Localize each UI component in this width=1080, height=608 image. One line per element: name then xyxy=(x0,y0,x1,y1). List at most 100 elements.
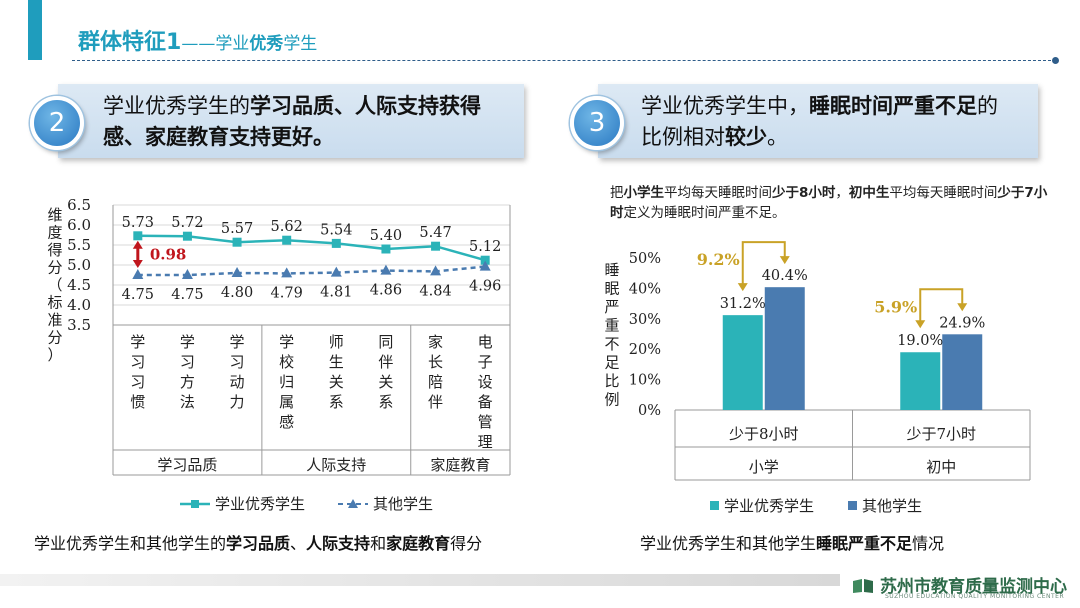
y-axis-label: 重 xyxy=(604,317,619,335)
data-label: 5.62 xyxy=(271,219,303,235)
x-category-label: 师 xyxy=(329,333,344,351)
dimension-score-line-chart: 6.56.05.55.04.54.03.5维度得分（标准分）学习习惯学习方法学习… xyxy=(47,196,511,513)
right-finding-text: 学业优秀学生中，睡眠时间严重不足的 比例相对较少。 xyxy=(641,94,998,149)
x-category-label: 少于8小时 xyxy=(729,425,799,443)
x-category-label: 备 xyxy=(478,393,493,411)
data-label: 4.96 xyxy=(469,279,501,295)
right-chart-caption: 学业优秀学生和其他学生睡眠严重不足情况 xyxy=(640,534,945,553)
x-category-label: 学 xyxy=(279,333,294,351)
y-tick-label: 20% xyxy=(629,342,661,358)
y-axis-label: 度 xyxy=(47,224,62,242)
title-subtitle: ——学业优秀学生 xyxy=(181,34,318,54)
chart-legend: 学业优秀学生 其他学生 xyxy=(710,497,922,515)
data-label: 19.0% xyxy=(897,333,943,349)
x-category-label: 法 xyxy=(180,393,195,411)
data-label: 4.80 xyxy=(221,285,253,301)
y-axis-label: 不 xyxy=(604,335,619,353)
footer-bar xyxy=(0,574,840,586)
data-label: 5.73 xyxy=(122,215,154,231)
footer-english: SUZHOU EDUCATION QUALITY MONITORING CENT… xyxy=(885,593,1065,600)
data-label: 4.75 xyxy=(122,287,154,303)
group-label: 小学 xyxy=(749,458,779,476)
legend-label: 其他学生 xyxy=(862,497,922,515)
y-axis-label: 维 xyxy=(47,206,62,224)
left-chart-caption: 学业优秀学生和其他学生的学习品质、人际支持和家庭教育得分 xyxy=(34,534,483,553)
data-point xyxy=(132,269,144,279)
series-line xyxy=(137,265,486,277)
difference-label: 9.2% xyxy=(697,250,740,269)
book-icon xyxy=(852,578,874,594)
x-category-label: 关 xyxy=(378,373,393,391)
difference-arrowhead xyxy=(779,256,790,265)
y-axis-label: 分 xyxy=(47,329,62,347)
title-divider xyxy=(72,60,1056,61)
data-point xyxy=(133,231,143,241)
x-category-label: 理 xyxy=(478,433,493,451)
difference-arrowhead xyxy=(737,283,748,292)
legend-marker xyxy=(710,501,719,510)
x-category-label: 子 xyxy=(478,353,493,371)
footer-logo-text: 苏州市教育质量监测中心 xyxy=(880,577,1067,597)
data-label: 24.9% xyxy=(939,315,985,331)
x-category-label: 家 xyxy=(428,333,443,351)
definition-note: 把小学生平均每天睡眠时间少于8小时，初中生平均每天睡眠时间少于7小时定义为睡眠时… xyxy=(610,185,1048,221)
legend-label: 其他学生 xyxy=(373,495,433,513)
x-category-label: 习 xyxy=(230,353,245,371)
legend-label: 学业优秀学生 xyxy=(724,497,814,515)
data-point xyxy=(381,244,391,254)
y-axis-label: 分 xyxy=(47,259,62,277)
legend-marker xyxy=(848,501,857,510)
data-point xyxy=(281,267,293,278)
difference-label: 5.9% xyxy=(874,297,917,316)
page-title: 群体特征1——学业优秀学生 xyxy=(78,24,317,56)
difference-arrowhead xyxy=(957,303,968,312)
y-tick-label: 0% xyxy=(638,403,661,419)
y-axis-label: （ xyxy=(47,276,62,294)
difference-arrowhead xyxy=(915,320,926,329)
data-label: 31.2% xyxy=(720,296,766,312)
difference-label: 0.98 xyxy=(150,245,187,263)
x-category-label: 习 xyxy=(130,353,145,371)
y-axis-label: 眠 xyxy=(604,280,619,298)
x-category-label: 设 xyxy=(478,373,493,391)
finding-number-3: 3 xyxy=(570,96,624,150)
x-category-label: 归 xyxy=(279,373,294,391)
legend-marker xyxy=(191,500,199,508)
x-category-label: 习 xyxy=(130,373,145,391)
difference-arrowhead xyxy=(132,240,143,249)
data-label: 4.81 xyxy=(320,285,352,301)
y-axis-label: 比 xyxy=(604,372,619,390)
y-tick-label: 6.5 xyxy=(67,196,91,214)
x-category-label: 系 xyxy=(378,393,393,411)
y-axis-label: 准 xyxy=(47,311,62,329)
left-finding-banner xyxy=(58,84,524,158)
finding-number-2: 2 xyxy=(30,96,84,150)
x-category-label: 同 xyxy=(378,333,393,351)
x-category-label: 少于7小时 xyxy=(906,425,976,443)
y-axis-label: 足 xyxy=(604,354,619,372)
bar xyxy=(722,315,763,410)
x-category-label: 校 xyxy=(279,353,294,371)
x-category-label: 管 xyxy=(478,413,493,431)
x-category-label: 系 xyxy=(329,393,344,411)
x-category-label: 动 xyxy=(230,373,245,391)
title-main: 群体特征1 xyxy=(78,30,182,55)
data-point xyxy=(282,235,292,245)
data-label: 4.84 xyxy=(419,283,451,299)
x-category-label: 学 xyxy=(130,333,145,351)
y-axis-label: 得 xyxy=(47,241,62,259)
series-line xyxy=(137,234,486,262)
bar xyxy=(900,352,941,410)
left-finding-text: 学业优秀学生的学习品质、人际支持获得 感、家庭教育支持更好。 xyxy=(103,94,481,149)
y-tick-label: 40% xyxy=(629,281,661,297)
x-category-label: 长 xyxy=(428,353,443,371)
bar xyxy=(764,287,805,410)
data-label: 40.4% xyxy=(762,268,808,284)
bar xyxy=(942,334,983,410)
y-axis-label: 标 xyxy=(47,294,62,312)
data-label: 4.79 xyxy=(271,285,303,301)
y-tick-label: 3.5 xyxy=(67,316,91,334)
y-tick-label: 10% xyxy=(629,373,661,389)
data-point xyxy=(380,264,392,275)
